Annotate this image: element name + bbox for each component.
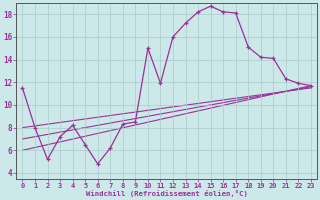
X-axis label: Windchill (Refroidissement éolien,°C): Windchill (Refroidissement éolien,°C) [86,190,248,197]
